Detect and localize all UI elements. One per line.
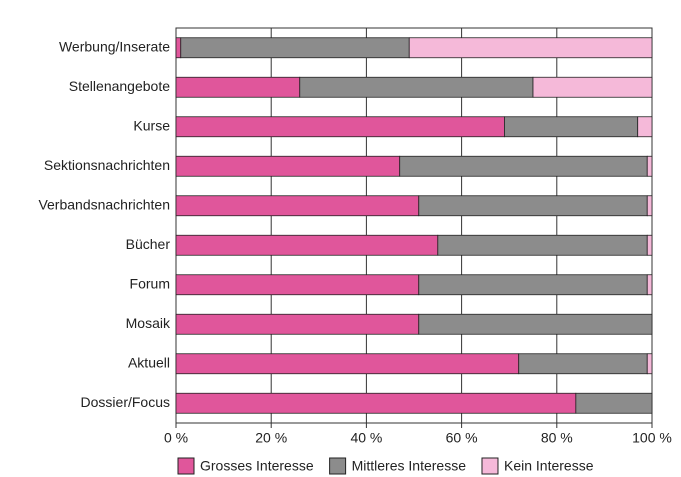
bar-segment <box>418 195 648 217</box>
bar-segment <box>175 274 420 296</box>
bar-segment <box>532 76 653 98</box>
y-tick-label: Mosaik <box>126 315 171 331</box>
bar-segment <box>518 353 648 375</box>
x-tick-label: 100 % <box>632 430 672 446</box>
bar-segment <box>646 234 653 256</box>
bar-segment <box>180 37 410 59</box>
bar-segment <box>175 195 420 217</box>
bar-segment <box>504 116 639 138</box>
plot-frame <box>175 27 653 424</box>
x-tick-label: 20 % <box>255 430 287 446</box>
y-tick-label: Dossier/Focus <box>81 394 170 410</box>
x-tick-label: 0 % <box>164 430 188 446</box>
bar-segment <box>646 195 653 217</box>
legend-label: Kein Interesse <box>504 458 594 474</box>
bar-segment <box>299 76 534 98</box>
y-tick-label: Aktuell <box>128 354 170 370</box>
legend-swatch <box>329 457 347 475</box>
bar-segment <box>418 313 653 335</box>
y-tick-label: Bücher <box>126 236 171 252</box>
bar-segment <box>646 353 653 375</box>
y-tick-label: Kurse <box>133 117 170 133</box>
x-tick-label: 80 % <box>541 430 573 446</box>
bar-segment <box>646 274 653 296</box>
bar-segment <box>408 37 653 59</box>
bar-segment <box>175 392 577 414</box>
bar-segment <box>399 155 648 177</box>
x-tick-label: 40 % <box>350 430 382 446</box>
legend-label: Grosses Interesse <box>200 458 314 474</box>
legend-swatch <box>481 457 499 475</box>
bar-segment <box>175 76 301 98</box>
bar-segment <box>646 155 653 177</box>
bar-segment <box>175 155 401 177</box>
bar-segment <box>175 116 505 138</box>
bar-segment <box>175 37 182 59</box>
bar-segment <box>637 116 653 138</box>
y-tick-label: Werbung/Inserate <box>59 38 170 54</box>
bar-segment <box>175 313 420 335</box>
y-tick-label: Verbandsnachrichten <box>38 196 170 212</box>
bar-segment <box>437 234 648 256</box>
y-tick-label: Sektionsnachrichten <box>44 157 170 173</box>
bar-segment <box>175 353 520 375</box>
y-tick-label: Stellenangebote <box>69 78 170 94</box>
bar-segment <box>575 392 653 414</box>
legend-swatch <box>177 457 195 475</box>
y-tick-label: Forum <box>130 275 170 291</box>
legend-label: Mittleres Interesse <box>352 458 467 474</box>
bar-segment <box>418 274 648 296</box>
bar-segment <box>175 234 439 256</box>
x-tick-label: 60 % <box>446 430 478 446</box>
